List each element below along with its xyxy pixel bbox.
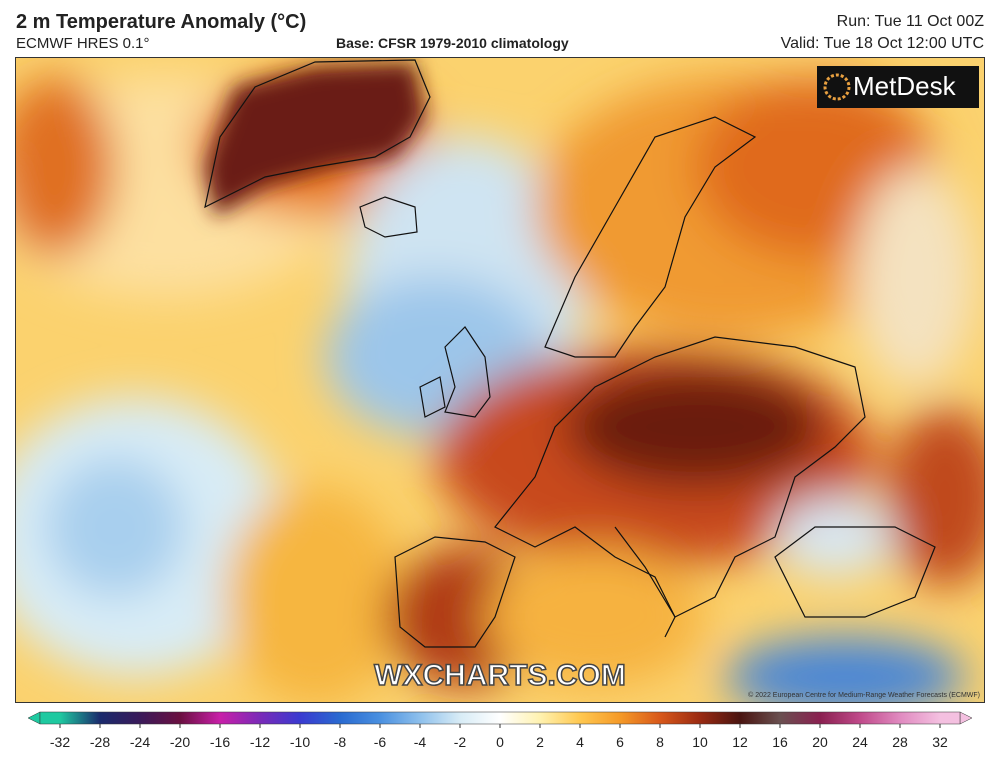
coastlines [204,59,936,648]
base: Base: CFSR 1979-2010 climatology [336,35,569,51]
colorbar-tick-label: 4 [576,734,584,750]
valid: Valid: Tue 18 Oct 12:00 UTC [780,35,984,52]
colorbar-right-arrow [959,711,973,725]
watermark: WXCHARTS.COM [374,659,626,692]
colorbar-tick-label: -2 [454,734,467,750]
colorbar-tick-label: -24 [130,734,150,750]
colorbar-tick-label: -28 [90,734,110,750]
colorbar-tick-label: -20 [170,734,190,750]
colorbar-tick-label: 8 [656,734,664,750]
colorbar-tick-label: 20 [812,734,828,750]
colorbar-tick-label: -6 [374,734,387,750]
colorbar-tick-label: 12 [732,734,748,750]
colorbar-tick-label: 32 [932,734,948,750]
map-frame [15,57,985,703]
colorbar: -32 -28 -24 -20 -16 -12 -10 -8 -6 -4 -2 0 2 4 6 8 10 12 16… [27,711,973,750]
colorbar-tick-label: -10 [290,734,310,750]
colorbar-tick-label: -12 [250,734,270,750]
colorbar-tick-label: -8 [334,734,347,750]
title: 2 m Temperature Anomaly (°C) [16,11,307,33]
map: MetDesk WXCHARTS.COM © 2022 European Cen… [15,57,985,703]
colorbar-tick-label: 16 [772,734,788,750]
colorbar-tick-label: -32 [50,734,70,750]
colorbar-tick-label: 24 [852,734,868,750]
colorbar-tick-label: 6 [616,734,624,750]
run: Run: Tue 11 Oct 00Z [836,13,984,30]
copyright: © 2022 European Centre for Medium-Range … [748,691,980,699]
colorbar-bar [39,711,961,725]
colorbar-left-arrow [27,711,41,725]
model: ECMWF HRES 0.1° [16,35,150,52]
colorbar-tick-label: -16 [210,734,230,750]
logo: MetDesk [853,71,957,101]
colorbar-tick-label: 2 [536,734,544,750]
colorbar-tick-label: 28 [892,734,908,750]
colorbar-tick-label: 10 [692,734,708,750]
logo-box: MetDesk [817,66,979,108]
colorbar-tick-label: 0 [496,734,504,750]
greenland [205,62,425,217]
colorbar-tick-label: -4 [414,734,427,750]
